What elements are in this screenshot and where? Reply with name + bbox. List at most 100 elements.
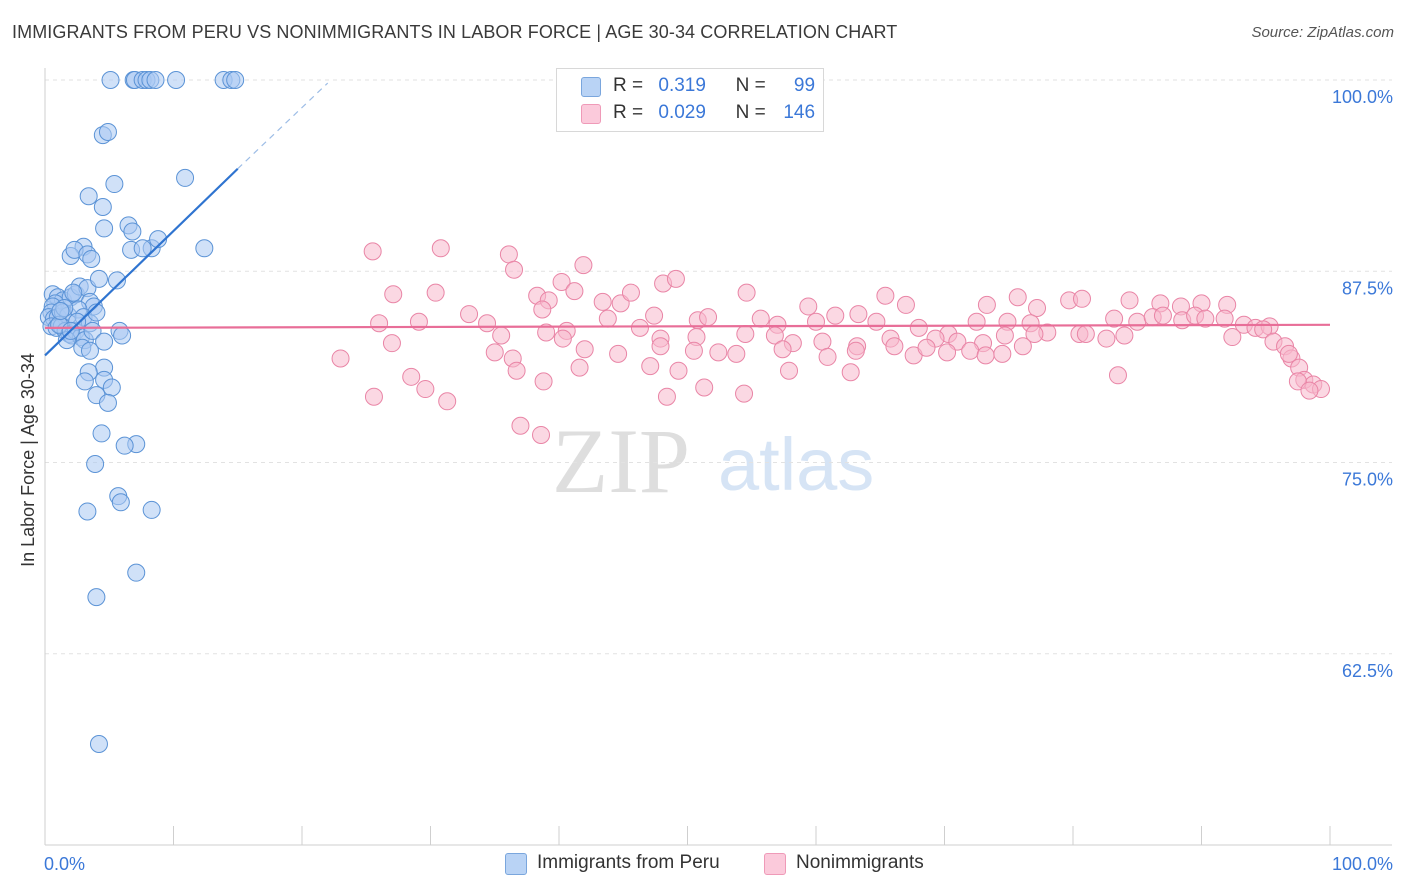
nonimmigrants-point-33: [478, 314, 497, 333]
peru-point-13: [105, 175, 124, 194]
trend-lines: [44, 82, 1331, 357]
axis-labels: 62.5% 75.0% 87.5% 100.0% 0.0% 100.0% In Labor …: [18, 87, 1393, 874]
peru-trend-extension: [237, 82, 329, 170]
nonimmigrants-point-118: [657, 387, 676, 406]
bottom-legend-swatch-pink: [764, 853, 786, 875]
nonimmigrants-point-3: [505, 260, 524, 279]
nonimmigrants-point-59: [1196, 309, 1215, 328]
nonimmigrants-point-123: [364, 387, 383, 406]
nonimmigrants-point-110: [641, 357, 660, 376]
nonimmigrants-point-104: [993, 344, 1012, 363]
y-tick-label-0: 62.5%: [1342, 661, 1393, 681]
peru-point-90: [127, 563, 146, 582]
nonimmigrants-point-116: [416, 380, 435, 399]
nonimmigrants-point-10: [565, 282, 584, 301]
peru-point-10: [226, 71, 245, 89]
nonimmigrants-point-53: [1105, 309, 1124, 328]
peru-point-82: [92, 424, 111, 443]
nonimmigrants-point-65: [492, 326, 511, 345]
x-tick-label-max: 100.0%: [1332, 854, 1393, 874]
peru-point-91: [87, 588, 106, 607]
nonimmigrants-point-109: [570, 358, 589, 377]
nonimmigrants-point-90: [609, 344, 628, 363]
peru-point-79: [102, 378, 121, 397]
peru-point-6: [146, 71, 165, 89]
legend-n-value: 146: [783, 102, 816, 123]
legend-n-label: N =: [735, 102, 766, 123]
source-credit: Source: ZipAtlas.com: [1251, 24, 1394, 41]
nonimmigrants-point-13: [621, 283, 640, 302]
nonimmigrants-point-45: [867, 312, 886, 331]
peru-point-47: [89, 269, 108, 288]
peru-point-81: [98, 393, 117, 412]
peru-point-18: [123, 222, 142, 241]
nonimmigrants-point-93: [709, 343, 728, 362]
nonimmigrants-point-119: [695, 378, 714, 397]
nonimmigrants-point-131: [1279, 344, 1298, 363]
nonimmigrants-point-92: [684, 341, 703, 360]
peru-point-24: [82, 250, 101, 269]
peru-point-72: [80, 341, 99, 360]
nonimmigrants-point-105: [1013, 337, 1032, 356]
nonimmigrants-point-114: [1108, 366, 1127, 385]
nonimmigrants-point-39: [699, 308, 718, 327]
nonimmigrants-point-68: [630, 318, 649, 337]
legend-swatch-pink: [581, 104, 601, 124]
nonimmigrants-point-60: [1215, 309, 1234, 328]
peru-point-19: [176, 168, 195, 187]
x-tick-label-min: 0.0%: [44, 854, 85, 874]
peru-point-85: [86, 455, 105, 474]
nonimmigrants-point-74: [813, 332, 832, 351]
nonimmigrants-point-100: [917, 338, 936, 357]
bottom-legend-label-peru: Immigrants from Peru: [537, 852, 720, 873]
peru-point-66: [113, 326, 132, 345]
legend-r-value: 0.319: [658, 75, 706, 96]
peru-point-49: [64, 283, 83, 302]
nonimmigrants-point-46: [909, 318, 928, 337]
nonimmigrants-point-44: [849, 305, 868, 324]
legend-n-value: 99: [793, 75, 816, 96]
nonimmigrants-point-117: [438, 392, 457, 411]
nonimmigrants-point-95: [773, 340, 792, 359]
peru-point-87: [111, 493, 130, 512]
nonimmigrants-point-101: [938, 343, 957, 362]
nonimmigrants-point-84: [1115, 326, 1134, 345]
nonimmigrants-point-32: [460, 305, 479, 324]
nonimmigrants-point-43: [826, 306, 845, 325]
watermark-zip: ZIP: [552, 410, 690, 512]
nonimmigrants-point-19: [896, 295, 915, 314]
correlation-legend: R = 0.319 N = 99 R = 0.029 N = 146: [556, 68, 824, 132]
nonimmigrants-point-18: [876, 286, 895, 305]
nonimmigrants-point-15: [666, 269, 685, 288]
peru-point-92: [89, 735, 108, 754]
y-tick-label-3: 100.0%: [1332, 87, 1393, 107]
nonimmigrants-point-36: [598, 309, 617, 328]
peru-point-29: [195, 239, 214, 258]
nonimmigrants-point-40: [751, 309, 770, 328]
y-tick-label-1: 75.0%: [1342, 470, 1393, 490]
chart-title: IMMIGRANTS FROM PERU VS NONIMMIGRANTS IN…: [12, 22, 898, 42]
peru-point-88: [142, 500, 161, 519]
nonimmigrants-point-112: [780, 361, 799, 380]
bottom-legend-label-nonimmigrants: Nonimmigrants: [796, 852, 924, 873]
nonimmigrants-point-56: [1153, 306, 1172, 325]
nonimmigrants-point-6: [426, 283, 445, 302]
peru-point-78: [75, 372, 94, 391]
nonimmigrants-point-107: [507, 361, 526, 380]
peru-point-0: [101, 71, 120, 89]
nonimmigrants-point-20: [977, 295, 996, 314]
nonimmigrants-point-82: [1076, 324, 1095, 343]
nonimmigrants-point-106: [1223, 328, 1242, 347]
nonimmigrants-point-66: [537, 323, 556, 342]
nonimmigrants-point-34: [533, 300, 552, 319]
peru-trend-line: [44, 167, 239, 357]
peru-point-7: [167, 71, 186, 89]
axes: [44, 68, 1392, 846]
legend-r-label: R =: [613, 102, 644, 123]
nonimmigrants-point-4: [574, 256, 593, 275]
nonimmigrants-point-5: [384, 285, 403, 304]
nonimmigrants-point-103: [976, 346, 995, 365]
watermark: ZIP atlas: [552, 410, 874, 512]
nonimmigrants-point-94: [727, 344, 746, 363]
nonimmigrants-point-67: [553, 329, 572, 348]
